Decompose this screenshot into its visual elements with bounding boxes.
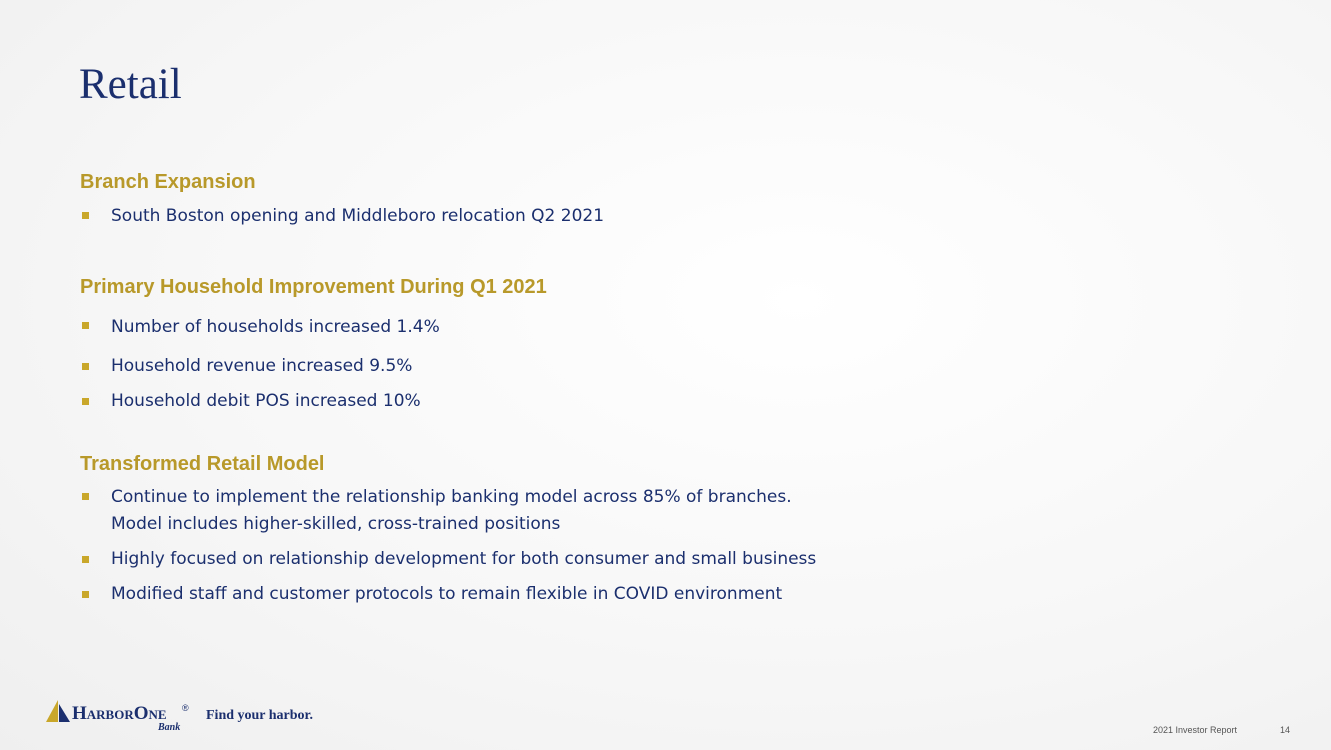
bullet-text: Continue to implement the relationship b…: [111, 487, 792, 534]
slide-title: Retail: [79, 61, 182, 108]
bullet-text: South Boston opening and Middleboro relo…: [111, 206, 605, 226]
section-heading: Transformed Retail Model: [80, 453, 325, 475]
tagline: Find your harbor.: [206, 708, 313, 723]
bullet-text: Modified staff and customer protocols to…: [111, 584, 783, 604]
page-number: 14: [1280, 725, 1291, 735]
bullet-text: Household debit POS increased 10%: [111, 391, 421, 411]
logo-subtitle: Bank: [158, 722, 181, 733]
section-heading: Branch Expansion: [80, 171, 256, 193]
section-heading: Primary Household Improvement During Q1 …: [80, 276, 547, 298]
bullet-marker: [82, 398, 89, 405]
logo-name: HarborOne: [72, 703, 167, 724]
bullet-text: Highly focused on relationship developme…: [111, 549, 817, 569]
logo-icon: [46, 700, 70, 722]
logo-registered: ®: [182, 703, 189, 713]
bullet-marker: [82, 556, 89, 563]
bullet-text: Household revenue increased 9.5%: [111, 356, 413, 376]
report-name: 2021 Investor Report: [1153, 725, 1238, 735]
bullet-marker: [82, 363, 89, 370]
bullet-marker: [82, 493, 89, 500]
bullet-marker: [82, 591, 89, 598]
bullet-marker: [82, 212, 89, 219]
bullet-text: Number of households increased 1.4%: [111, 317, 440, 337]
bullet-marker: [82, 322, 89, 329]
